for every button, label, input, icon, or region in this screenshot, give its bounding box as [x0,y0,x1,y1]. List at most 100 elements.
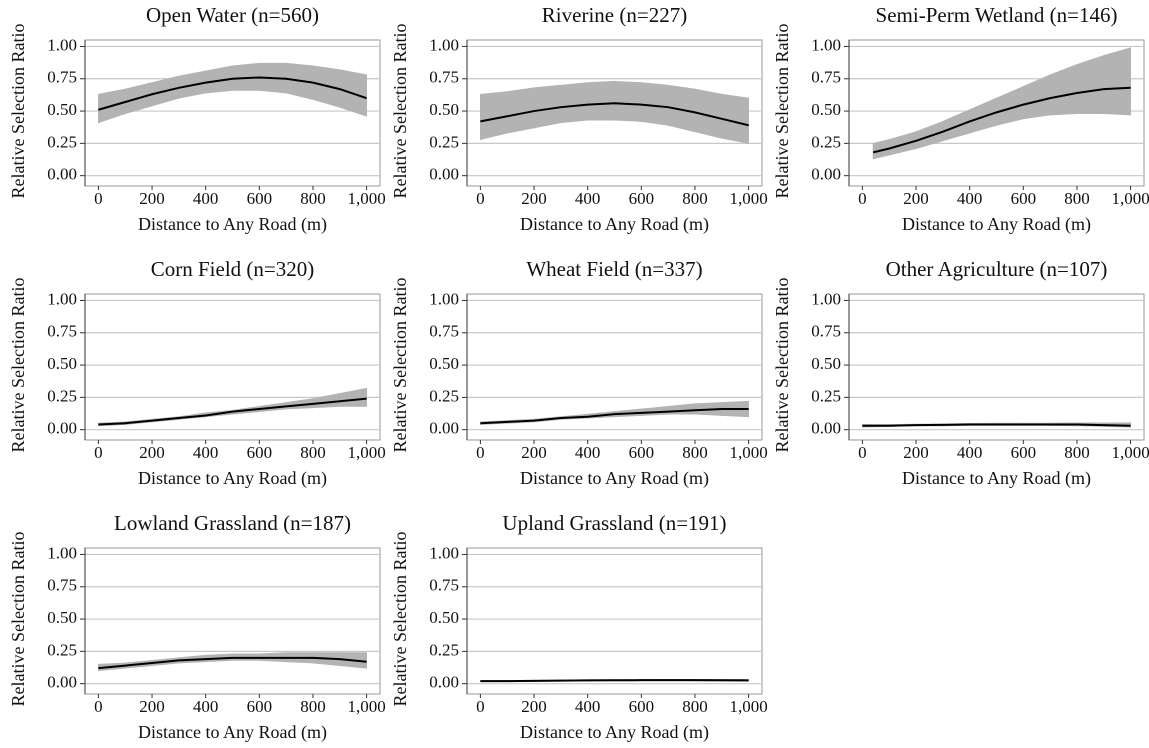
y-tick-label: 0.75 [47,322,77,341]
x-tick-label: 1,000 [729,697,767,716]
y-tick-label: 1.00 [429,289,459,308]
y-tick-label: 0.25 [47,132,77,151]
x-tick-label: 0 [858,443,867,462]
fit-line [862,423,1131,427]
y-tick-label: 1.00 [47,543,77,562]
y-tick-label: 0.75 [429,576,459,595]
chart-title: Corn Field (n=320) [151,257,315,281]
x-tick-label: 600 [1011,189,1037,208]
confidence-band [1076,54,1105,115]
confidence-band [506,87,535,134]
x-tick-label: 600 [629,697,655,716]
y-tick-label: 0.00 [811,165,841,184]
chart-title: Riverine (n=227) [542,3,687,27]
y-tick-label: 0.00 [47,419,77,438]
x-tick-label: 800 [300,189,326,208]
panel: 0.00 0.25 0.50 0.75 1.00 0 200 400 600 800 1,000 Co… [8,257,386,489]
y-tick-label: 0.50 [47,354,77,373]
x-tick-label: 600 [629,443,655,462]
x-tick-label: 0 [94,189,103,208]
y-tick-label: 0.75 [429,68,459,87]
x-tick-label: 600 [247,443,273,462]
y-tick-label: 1.00 [811,35,841,54]
x-tick-label: 400 [193,189,219,208]
y-tick-label: 1.00 [429,35,459,54]
fit-line [480,407,749,425]
x-tick-label: 400 [193,443,219,462]
x-tick-label: 0 [858,189,867,208]
x-tick-label: 0 [476,189,485,208]
x-tick-label: 1,000 [347,443,385,462]
x-tick-label: 1,000 [347,697,385,716]
x-tick-label: 0 [476,697,485,716]
y-tick-label: 0.25 [811,386,841,405]
x-axis-label: Distance to Any Road (m) [902,214,1091,235]
x-tick-label: 400 [575,443,601,462]
chart-title: Other Agriculture (n=107) [886,257,1108,281]
x-tick-label: 800 [1064,443,1090,462]
x-tick-label: 200 [139,443,165,462]
y-axis-label: Relative Selection Ratio [390,24,410,199]
chart-title: Lowland Grassland (n=187) [114,511,351,535]
panel: 0.00 0.25 0.50 0.75 1.00 0 200 400 600 800 1,000 Op… [8,3,386,235]
y-tick-label: 0.00 [47,165,77,184]
x-tick-label: 1,000 [347,189,385,208]
chart-title: Open Water (n=560) [146,3,319,27]
confidence-band [533,84,562,129]
y-tick-label: 1.00 [429,543,459,562]
x-axis-label: Distance to Any Road (m) [138,468,327,489]
panel: 0.00 0.25 0.50 0.75 1.00 0 200 400 600 800 1,000 Se… [772,3,1149,235]
y-tick-label: 0.25 [429,132,459,151]
plot-area [466,293,763,441]
x-tick-label: 800 [682,443,708,462]
y-tick-label: 0.50 [429,608,459,627]
x-tick-label: 1,000 [1111,189,1149,208]
x-tick-label: 1,000 [1111,443,1149,462]
x-tick-label: 600 [247,189,273,208]
x-tick-label: 400 [575,189,601,208]
y-tick-label: 0.00 [47,673,77,692]
panel: 0.00 0.25 0.50 0.75 1.00 0 200 400 600 800 1,000 Ri… [390,3,768,235]
y-axis-label: Relative Selection Ratio [8,278,28,453]
x-tick-label: 400 [957,189,983,208]
fit-line [872,86,1131,154]
fit-line [480,679,749,683]
x-tick-label: 200 [521,189,547,208]
x-axis-label: Distance to Any Road (m) [520,468,709,489]
x-tick-label: 800 [682,697,708,716]
y-tick-label: 0.75 [429,322,459,341]
chart-title: Semi-Perm Wetland (n=146) [876,3,1118,27]
x-tick-label: 600 [1011,443,1037,462]
y-tick-label: 0.50 [811,100,841,119]
x-tick-label: 400 [193,697,219,716]
confidence-band [640,82,669,126]
x-tick-label: 800 [682,189,708,208]
fit-line [98,656,367,670]
y-axis-label: Relative Selection Ratio [390,532,410,707]
y-tick-label: 0.75 [811,68,841,87]
y-axis-label: Relative Selection Ratio [772,278,792,453]
x-tick-label: 1,000 [729,189,767,208]
x-tick-label: 800 [1064,189,1090,208]
x-tick-label: 600 [247,697,273,716]
x-axis-label: Distance to Any Road (m) [520,214,709,235]
panel: 0.00 0.25 0.50 0.75 1.00 0 200 400 600 800 1,000 Up… [390,511,768,743]
y-tick-label: 0.25 [47,386,77,405]
y-tick-label: 0.00 [429,419,459,438]
x-tick-label: 0 [94,443,103,462]
y-axis-label: Relative Selection Ratio [8,532,28,707]
y-tick-label: 0.75 [47,68,77,87]
plot-area [848,293,1145,441]
y-tick-label: 1.00 [47,35,77,54]
y-axis-label: Relative Selection Ratio [772,24,792,199]
confidence-band [587,80,615,121]
x-axis-label: Distance to Any Road (m) [138,214,327,235]
x-tick-label: 400 [575,697,601,716]
x-tick-label: 200 [139,697,165,716]
plot-area [84,293,381,441]
fit-line [98,76,367,111]
y-tick-label: 0.25 [47,640,77,659]
y-tick-label: 0.75 [811,322,841,341]
y-tick-label: 0.50 [429,354,459,373]
